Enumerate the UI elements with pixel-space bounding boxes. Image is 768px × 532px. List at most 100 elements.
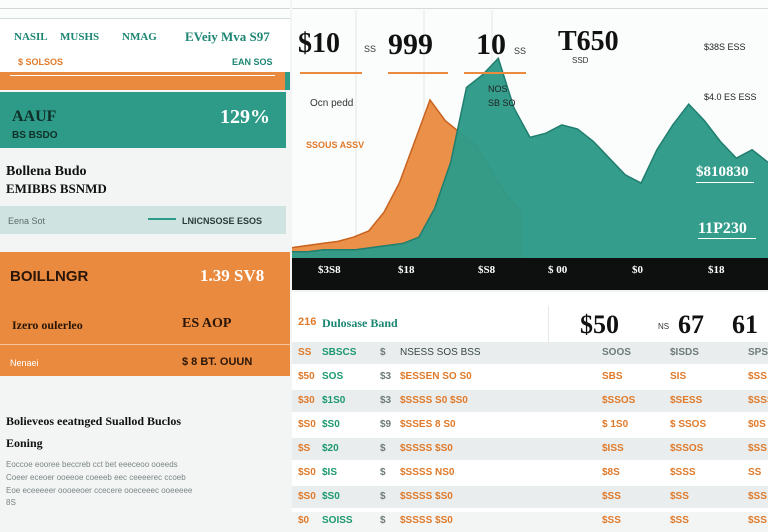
table-cell: $IS <box>322 467 338 478</box>
chart-top-line <box>292 8 768 9</box>
table-cell: $S0 <box>298 419 316 430</box>
table-cell: $SSOS <box>670 443 704 454</box>
table-cell: $SSSS $S0 <box>400 491 453 502</box>
table-big-prefix: NS <box>658 322 670 331</box>
price-bar-item-4[interactable]: $ 00 <box>548 264 568 276</box>
chart-right-mark-4 <box>698 238 756 239</box>
table-cell: $SSSS $S0 <box>400 443 453 454</box>
chart-price-1-mark <box>300 72 362 74</box>
chart-right-label-2: $4.0 ES ESS <box>704 92 757 102</box>
table-cell: $SS <box>748 491 767 502</box>
table-cell: $S0 <box>298 491 316 502</box>
chart-price-4-sub: SSD <box>572 56 589 65</box>
table-row[interactable]: $0 SOISS $ $SSSS $S0 $SS $SS $SS <box>292 510 768 532</box>
table-cell: $SSSS $S0 <box>400 515 453 526</box>
table-cell: $SESS <box>670 395 703 406</box>
table-header-cell: SS <box>298 347 312 358</box>
table-header-cell: SOOS <box>602 347 631 358</box>
top-left-topline <box>0 8 290 9</box>
table-cell: SOS <box>322 371 344 382</box>
table-row[interactable]: $S0 $IS $ $SSSS NS0 $8S $SSS SS <box>292 462 768 484</box>
orange-summary-title: BOILLNGR <box>10 268 89 285</box>
table-row[interactable]: $30 $1S0 $3 $SSSS S0 $S0 $SSOS $SESS $SSS <box>292 390 768 412</box>
chart-price-3-mark <box>464 72 526 74</box>
section-subtitle: EMIBBS BSNMD <box>6 181 107 196</box>
chart-price-4: T650 <box>558 26 619 57</box>
table-cell: $50 <box>298 371 315 382</box>
table-cell: $SS <box>748 371 767 382</box>
price-bar-item-2[interactable]: $18 <box>398 264 415 276</box>
table-cell: $SSS <box>670 467 696 478</box>
bottom-title: Bolieveos eeatnged Suallod Buclos <box>6 414 182 428</box>
top-left-panel: NASIL MUSHS NMAG EVeiy Mva S97 $ SOLSOS … <box>0 0 290 90</box>
tab-2[interactable]: MUSHS <box>60 31 100 43</box>
chart-area: $10 SS 999 10 SS T650 SSD Ocn pedd NOS S… <box>292 0 768 258</box>
table-big-price-2: 67 <box>678 310 704 339</box>
table-row[interactable]: $S $20 $ $SSSS $S0 $ISS $SSOS $SS <box>292 438 768 460</box>
table-cell: $0 <box>298 515 310 526</box>
orange-foot-left: Nenaei <box>10 358 39 368</box>
tab-1[interactable]: NASIL <box>14 31 48 43</box>
strip-divider <box>148 218 176 220</box>
chart-price-3: 10 <box>476 28 506 61</box>
table-cell: $SS <box>602 491 621 502</box>
table-cell: $ <box>380 443 386 454</box>
table-cell: $ESSEN SO S0 <box>400 371 472 382</box>
table-cell: SOISS <box>322 515 353 526</box>
table-row[interactable]: $50 SOS $3 $ESSEN SO S0 SBS SIS $SS <box>292 366 768 388</box>
bottom-subtitle: Eoning <box>6 436 43 450</box>
table-cell: $S0 <box>298 467 316 478</box>
section-title: Bollena Budo <box>6 164 87 179</box>
table-title-divider <box>548 306 549 342</box>
chart-right-mark-3 <box>696 182 754 183</box>
orange-divider <box>0 344 290 345</box>
table-cell: $SS <box>670 491 689 502</box>
bottom-line-2: Coeer eceoer ooeeoe coeeeb eec ceeeerec … <box>6 473 186 482</box>
table-header-cell: NSESS SOS BSS <box>400 347 481 358</box>
table-row[interactable]: $S0 $S0 $9 $SSES 8 S0 $ 1S0 $ SSOS $0S <box>292 414 768 436</box>
strip-left: Eena Sot <box>8 216 46 226</box>
orange-foot-right: $ 8 BT. OUUN <box>182 356 253 368</box>
table-cell: $SSSS NS0 <box>400 467 455 478</box>
chart-right-label-4: 11P230 <box>698 220 747 237</box>
table-cell: $ SSOS <box>670 419 707 430</box>
table-cell: SBS <box>602 371 623 382</box>
tab-progress-line <box>10 75 275 76</box>
orange-summary-label: Izero oulerleo <box>12 318 83 332</box>
bottom-line-3: Eoe eceeeeer oooeeoer ccecere ooeceeec o… <box>6 486 193 495</box>
chart-right-label-3: $810830 <box>696 164 749 180</box>
tab-progress-bar <box>0 72 290 90</box>
teal-summary-sub: BS BSDO <box>12 130 58 141</box>
chart-annotation-1: Ocn pedd <box>310 98 354 109</box>
table-title: Dulosase Band <box>322 316 398 330</box>
teal-summary-value: 129% <box>220 106 270 128</box>
table-cell: $SSES 8 S0 <box>400 419 456 430</box>
table-big-price-3: 61 <box>732 310 758 339</box>
bottom-foot: 8S <box>6 498 16 507</box>
table-cell: $SS <box>748 515 767 526</box>
table-row[interactable]: $S0 $S0 $ $SSSS $S0 $SS $SS $SS <box>292 486 768 508</box>
table-header-cell: $ISDS <box>670 347 699 358</box>
table-title-prefix: 216 <box>298 316 317 328</box>
teal-area-series <box>292 58 768 258</box>
table-cell: $30 <box>298 395 315 406</box>
price-bar-item-6[interactable]: $18 <box>708 264 725 276</box>
table-cell: $ 1S0 <box>602 419 629 430</box>
table-cell: $20 <box>322 443 339 454</box>
price-bar-item-5[interactable]: $0 <box>632 264 643 276</box>
chart-right-label-1: $38S ESS <box>704 42 746 52</box>
table-cell: $ <box>380 491 386 502</box>
teal-summary-panel: AAUF 129% BS BSDO <box>0 92 286 148</box>
chart-series <box>292 56 768 258</box>
orange-summary-value: 1.39 SV8 <box>200 266 265 285</box>
table-cell: $8S <box>602 467 620 478</box>
tab-3[interactable]: NMAG <box>122 31 157 43</box>
tab-4[interactable]: EVeiy Mva S97 <box>185 29 270 44</box>
table-cell: $SS <box>602 515 621 526</box>
table-cell: $0S <box>748 419 766 430</box>
price-bar-item-3[interactable]: $S8 <box>478 264 496 276</box>
table-cell: $SSSS S0 $S0 <box>400 395 468 406</box>
chart-annotation-4: SSOUS ASSV <box>306 140 365 150</box>
price-bar-item-1[interactable]: $3S8 <box>318 264 341 276</box>
chart-annotation-3: SB SO <box>488 98 516 108</box>
